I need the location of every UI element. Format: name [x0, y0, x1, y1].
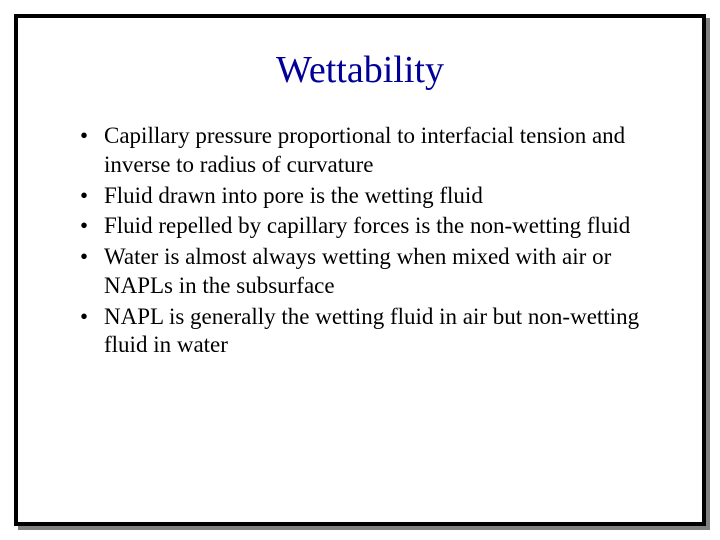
slide-title: Wettability	[58, 48, 662, 92]
bullet-item: Water is almost always wetting when mixe…	[86, 243, 662, 301]
bullet-item: NAPL is generally the wetting fluid in a…	[86, 303, 662, 361]
slide-frame: Wettability Capillary pressure proportio…	[14, 14, 706, 526]
bullet-item: Capillary pressure proportional to inter…	[86, 122, 662, 180]
slide-content: Wettability Capillary pressure proportio…	[18, 18, 702, 392]
bullet-item: Fluid drawn into pore is the wetting flu…	[86, 182, 662, 211]
bullet-list: Capillary pressure proportional to inter…	[58, 122, 662, 360]
bullet-item: Fluid repelled by capillary forces is th…	[86, 212, 662, 241]
